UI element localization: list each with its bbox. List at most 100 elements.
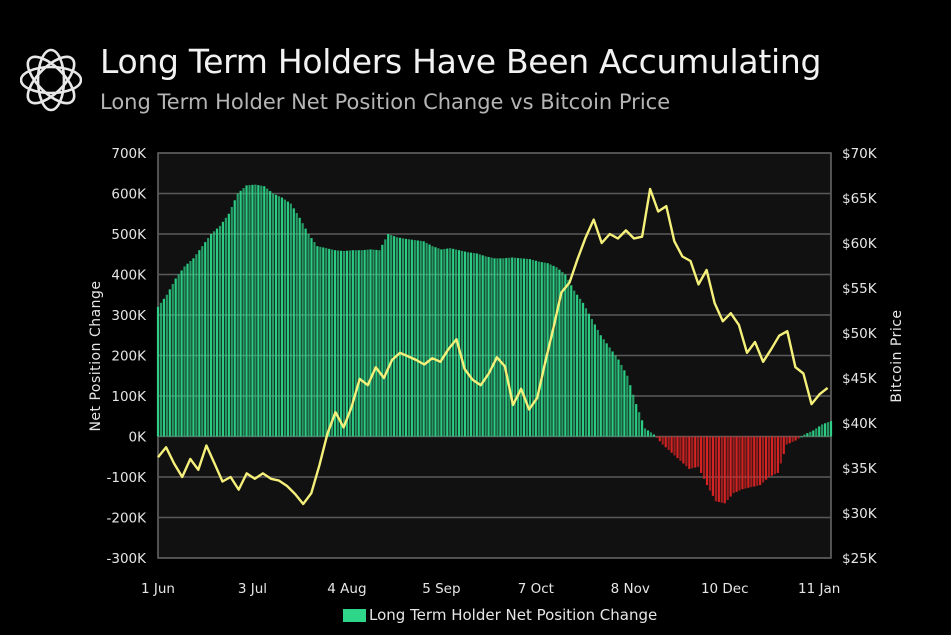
chart-title: Long Term Holders Have Been Accumulating — [100, 42, 822, 81]
bar — [339, 250, 343, 437]
bar — [198, 250, 201, 437]
bar — [821, 424, 824, 437]
y2-tick-label: $50K — [842, 326, 878, 342]
bar — [764, 436, 768, 480]
bar — [508, 257, 511, 437]
bar — [702, 436, 706, 480]
bar — [658, 436, 661, 442]
bar — [363, 249, 366, 437]
bar — [372, 249, 375, 437]
y-tick-label: -200K — [107, 511, 148, 527]
y2-tick-label: $60K — [842, 236, 878, 252]
legend-swatch — [343, 608, 366, 622]
bar — [387, 234, 390, 437]
bar — [254, 184, 257, 437]
y-tick-label: 100K — [111, 389, 147, 405]
bar — [460, 250, 464, 437]
bar — [354, 250, 357, 437]
bar — [475, 253, 478, 437]
bar — [322, 247, 325, 437]
bar — [242, 188, 245, 437]
bar — [425, 242, 428, 437]
bar — [723, 436, 726, 504]
bar — [705, 436, 709, 486]
bar — [295, 213, 298, 437]
bar — [581, 302, 585, 437]
bar — [759, 436, 762, 486]
bar — [440, 249, 443, 437]
bar — [481, 255, 484, 437]
bar — [549, 264, 552, 437]
bar — [416, 240, 419, 437]
bar — [204, 242, 207, 437]
bar — [670, 436, 673, 453]
bar — [449, 248, 452, 437]
bar — [646, 430, 650, 437]
bar — [797, 436, 800, 439]
y2-tick-label: $65K — [842, 191, 878, 207]
bar — [357, 250, 360, 437]
x-tick-label: 7 Oct — [518, 581, 554, 597]
legend: Long Term Holder Net Position Change — [343, 606, 657, 624]
left-axis-ticks: 700K 600K 500K 400K 300K 200K 100K 0K -100K -200K… — [107, 146, 148, 567]
bar — [505, 258, 508, 437]
x-tick-label: 3 Jul — [238, 581, 267, 597]
bar — [555, 267, 558, 437]
bar — [192, 258, 195, 437]
bar — [691, 436, 694, 469]
bar — [180, 270, 183, 437]
bar — [685, 436, 688, 467]
y2-tick-label: $45K — [842, 371, 878, 387]
bar — [664, 436, 667, 448]
bar — [422, 241, 425, 437]
bar — [776, 436, 779, 473]
bar — [313, 242, 316, 437]
bar — [257, 185, 260, 437]
bar — [360, 250, 363, 437]
bar — [823, 423, 827, 437]
bar — [307, 234, 310, 437]
bar — [301, 223, 304, 437]
bar — [224, 217, 227, 437]
bar — [800, 436, 803, 438]
y-tick-label: 600K — [111, 187, 147, 203]
bar — [434, 247, 437, 437]
bar — [605, 343, 608, 437]
bar — [673, 436, 676, 456]
bar — [593, 324, 596, 437]
bar — [472, 253, 475, 437]
bar — [708, 436, 712, 491]
bar — [174, 278, 177, 437]
bar — [794, 436, 797, 441]
bar — [177, 274, 180, 437]
bar — [738, 436, 741, 491]
bar — [457, 250, 461, 437]
bar — [626, 375, 629, 437]
bar — [826, 422, 830, 437]
bar — [726, 436, 729, 500]
bar — [614, 355, 617, 437]
bar — [443, 248, 446, 437]
bar — [227, 213, 230, 437]
bar — [667, 436, 670, 450]
legend-label: Long Term Holder Net Position Change — [369, 606, 658, 624]
y2-tick-label: $30K — [842, 506, 878, 522]
bar — [655, 436, 658, 438]
bar — [561, 272, 564, 437]
x-tick-label: 8 Nov — [611, 581, 650, 597]
bar — [629, 385, 632, 437]
bar — [298, 217, 301, 437]
bar — [186, 263, 189, 437]
y2-tick-label: $40K — [842, 416, 878, 432]
bar — [239, 190, 242, 437]
bar — [623, 370, 626, 437]
x-tick-label: 5 Sep — [422, 581, 460, 597]
bar — [638, 412, 641, 437]
bar — [348, 250, 351, 437]
bar — [218, 225, 222, 437]
bar — [661, 436, 664, 445]
bar — [260, 185, 263, 437]
bar — [649, 432, 653, 437]
bar — [277, 196, 281, 437]
bar — [342, 251, 346, 437]
